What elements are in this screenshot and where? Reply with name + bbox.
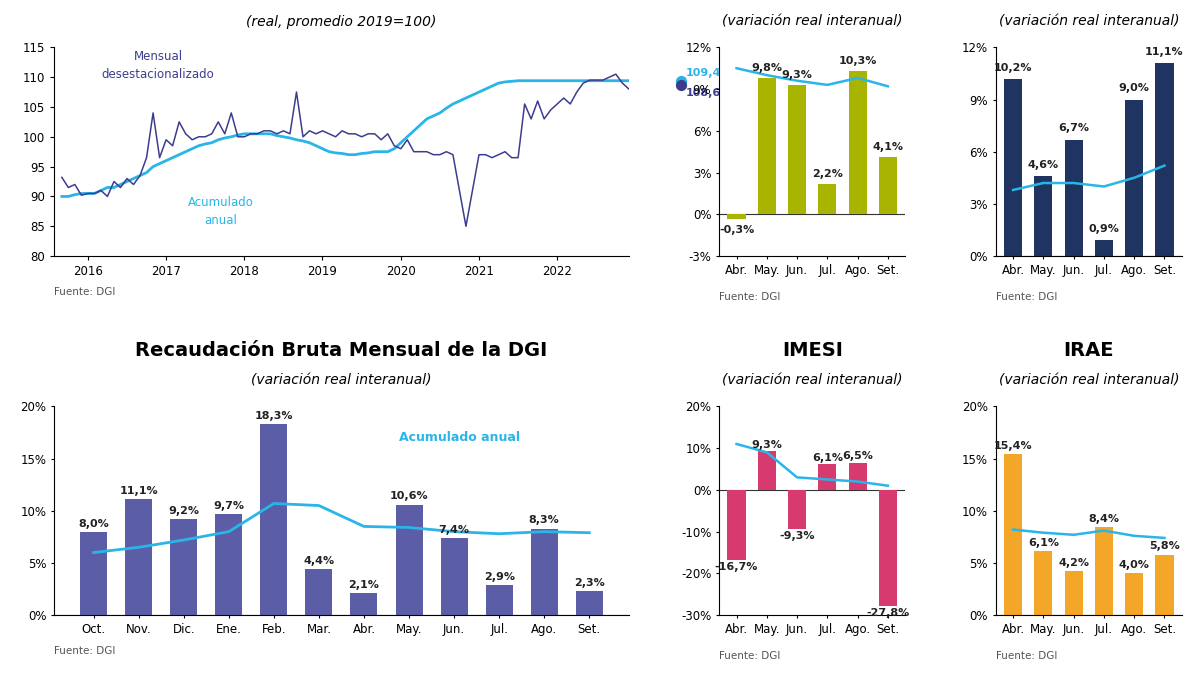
Text: 6,1%: 6,1%: [812, 453, 842, 463]
Text: Fuente: DGI: Fuente: DGI: [54, 646, 115, 656]
Text: Fuente: DGI: Fuente: DGI: [54, 287, 115, 297]
Text: 8,4%: 8,4%: [1088, 514, 1120, 524]
Bar: [530, 529, 558, 615]
Bar: [576, 591, 602, 615]
Text: IRAE: IRAE: [1063, 341, 1114, 360]
Text: 7,4%: 7,4%: [438, 525, 469, 535]
Bar: [788, 490, 806, 529]
Text: (variación real interanual): (variación real interanual): [998, 374, 1180, 387]
Text: Fuente: DGI: Fuente: DGI: [996, 291, 1057, 301]
Bar: [818, 464, 836, 490]
Bar: [727, 214, 745, 218]
Text: 18,3%: 18,3%: [254, 411, 293, 421]
Bar: [1064, 139, 1082, 256]
Bar: [1126, 99, 1144, 256]
Bar: [170, 519, 197, 615]
Text: 5,8%: 5,8%: [1150, 541, 1180, 551]
Bar: [757, 78, 776, 214]
Bar: [727, 490, 745, 560]
Bar: [1004, 78, 1022, 256]
Text: 2,9%: 2,9%: [484, 572, 515, 582]
Bar: [215, 514, 242, 615]
Text: (variación real interanual): (variación real interanual): [722, 14, 902, 28]
Bar: [878, 490, 896, 606]
Text: 8,0%: 8,0%: [78, 518, 109, 529]
Bar: [1156, 63, 1174, 256]
Text: -27,8%: -27,8%: [866, 608, 910, 618]
Text: (variación real interanual): (variación real interanual): [722, 374, 902, 387]
Text: 15,4%: 15,4%: [994, 441, 1032, 451]
Bar: [1064, 571, 1082, 615]
Text: 10,2%: 10,2%: [994, 63, 1032, 72]
Text: Fuente: DGI: Fuente: DGI: [719, 650, 780, 660]
Bar: [260, 424, 287, 615]
Text: 4,0%: 4,0%: [1118, 560, 1150, 570]
Text: 11,1%: 11,1%: [119, 486, 158, 496]
Text: -0,3%: -0,3%: [719, 226, 754, 235]
Text: 6,7%: 6,7%: [1058, 124, 1090, 133]
Point: [672, 75, 691, 86]
Text: 9,3%: 9,3%: [781, 70, 812, 80]
Text: 0,9%: 0,9%: [1088, 224, 1120, 235]
Text: 9,2%: 9,2%: [168, 506, 199, 516]
Bar: [306, 569, 332, 615]
Text: Acumulado anual: Acumulado anual: [398, 431, 520, 444]
Text: 4,2%: 4,2%: [1058, 558, 1090, 568]
Bar: [80, 531, 107, 615]
Text: Recaudación Bruta Mensual de la DGI: Recaudación Bruta Mensual de la DGI: [136, 341, 547, 360]
Text: 6,1%: 6,1%: [1028, 538, 1058, 548]
Text: 2,3%: 2,3%: [574, 578, 605, 588]
Text: 2,1%: 2,1%: [348, 580, 379, 590]
Text: 8,3%: 8,3%: [529, 515, 559, 525]
Text: 9,3%: 9,3%: [751, 439, 782, 450]
Text: 11,1%: 11,1%: [1145, 47, 1183, 57]
Text: -9,3%: -9,3%: [779, 531, 815, 541]
Text: 4,6%: 4,6%: [1027, 160, 1058, 170]
Text: Recaudación Bruta Mensual de la DGI: Recaudación Bruta Mensual de la DGI: [136, 0, 547, 1]
Bar: [486, 585, 512, 615]
Text: IMESI: IMESI: [781, 341, 842, 360]
Text: (variación real interanual): (variación real interanual): [998, 14, 1180, 28]
Text: (variación real interanual): (variación real interanual): [251, 374, 432, 387]
Text: 109,4: 109,4: [685, 68, 721, 78]
Bar: [1034, 552, 1052, 615]
Text: 9,8%: 9,8%: [751, 63, 782, 73]
Bar: [1126, 573, 1144, 615]
Text: 10,6%: 10,6%: [390, 491, 428, 502]
Text: 108,6: 108,6: [685, 88, 721, 98]
Bar: [878, 158, 896, 214]
Text: 4,1%: 4,1%: [872, 143, 904, 152]
Bar: [757, 451, 776, 490]
Point: [672, 80, 691, 91]
Bar: [350, 594, 378, 615]
Text: 2,2%: 2,2%: [812, 169, 842, 179]
Bar: [788, 85, 806, 214]
Text: Fuente: DGI: Fuente: DGI: [719, 291, 780, 301]
Bar: [125, 500, 152, 615]
Bar: [818, 184, 836, 214]
Bar: [440, 538, 468, 615]
Text: (real, promedio 2019=100): (real, promedio 2019=100): [246, 14, 437, 28]
Bar: [848, 463, 866, 490]
Text: 6,5%: 6,5%: [842, 452, 874, 461]
Bar: [1004, 454, 1022, 615]
Text: Fuente: DGI: Fuente: DGI: [996, 650, 1057, 660]
Text: IRPF: IRPF: [1064, 0, 1114, 1]
Bar: [1034, 176, 1052, 256]
Bar: [396, 504, 422, 615]
Bar: [1156, 554, 1174, 615]
Text: IVA: IVA: [794, 0, 830, 1]
Text: -16,7%: -16,7%: [715, 562, 758, 572]
Text: 4,4%: 4,4%: [304, 556, 335, 566]
Text: 9,7%: 9,7%: [214, 501, 245, 511]
Text: 10,3%: 10,3%: [839, 56, 877, 66]
Bar: [848, 71, 866, 214]
Text: Acumulado
anual: Acumulado anual: [187, 196, 253, 227]
Bar: [1094, 527, 1112, 615]
Bar: [1094, 241, 1112, 256]
Text: Mensual
desestacionalizado: Mensual desestacionalizado: [102, 50, 215, 80]
Text: 9,0%: 9,0%: [1118, 83, 1150, 93]
